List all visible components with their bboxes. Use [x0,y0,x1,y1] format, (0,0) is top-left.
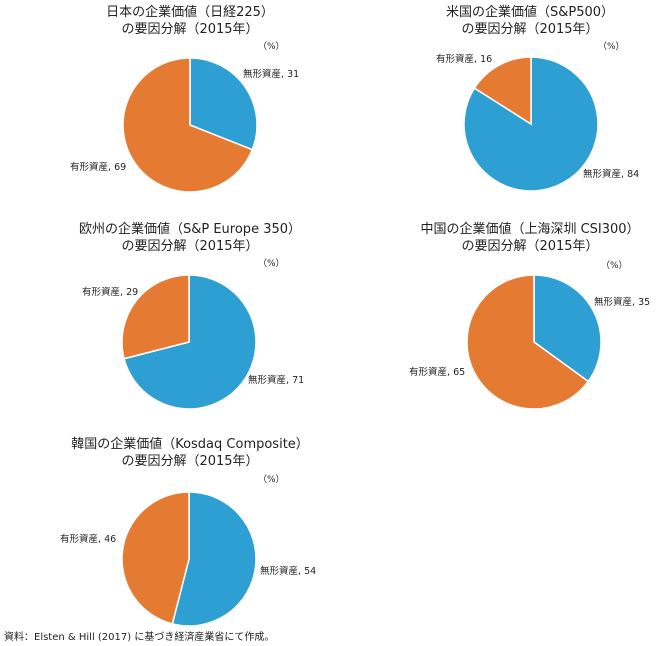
slice-label-intangible: 無形資産, 84 [583,168,639,180]
slice-label-tangible: 有形資産, 65 [409,366,465,378]
pie-svg: 無形資産, 71 有形資産, 29 [82,274,304,410]
pie-slice-intangible [189,57,258,151]
pie-slice-tangible [121,274,190,360]
slice-label-tangible: 有形資産, 29 [82,286,138,298]
pie-slice-tangible [473,56,532,126]
chart-title-line-2: の要因分解（2015年） [461,22,599,37]
pie-svg: 無形資産, 84 有形資産, 16 [436,53,639,192]
chart-title-line-1: 米国の企業価値（S&P500） [445,5,615,20]
slice-label-intangible: 無形資産, 31 [243,68,299,80]
pie-slice-tangible [122,57,254,193]
chart-title-line-2: の要因分解（2015年） [121,454,259,469]
chart-title-line-2: の要因分解（2015年） [461,239,599,254]
chart-title-line-1: 日本の企業価値（日経225） [106,5,274,20]
unit-label: （%） [258,42,285,52]
unit-label: （%） [601,261,628,271]
chart-title: 韓国の企業価値（Kosdaq Composite） の要因分解（2015年） [70,436,310,470]
pie-slice-intangible [533,274,602,383]
pie-slice-intangible [171,491,257,627]
chart-title-line-1: 中国の企業価値（上海深圳 CSI300） [420,222,640,237]
slice-label-intangible: 無形資産, 35 [594,296,650,308]
slice-label-intangible: 無形資産, 54 [260,565,316,577]
chart-title-line-1: 韓国の企業価値（Kosdaq Composite） [71,437,309,452]
unit-label: （%） [598,42,625,52]
chart-title-line-1: 欧州の企業価値（S&P Europe 350） [78,222,302,237]
chart-title-line-2: の要因分解（2015年） [121,239,259,254]
slice-label-intangible: 無形資産, 71 [248,374,304,386]
chart-title: 日本の企業価値（日経225） の要因分解（2015年） [90,4,290,38]
pie-svg: 無形資産, 35 有形資産, 65 [409,274,650,410]
unit-label: （%） [258,259,285,269]
slice-label-tangible: 有形資産, 69 [70,161,126,173]
unit-label: （%） [258,475,285,485]
chart-title-line-2: の要因分解（2015年） [121,22,259,37]
pie-slice-tangible [121,491,190,625]
chart-title: 中国の企業価値（上海深圳 CSI300） の要因分解（2015年） [415,221,645,255]
pie-slice-intangible [123,274,257,410]
slice-label-tangible: 有形資産, 46 [60,533,116,545]
pie-slice-tangible [466,274,590,410]
source-note: 資料：Elsten & Hill (2017) に基づき経済産業省にて作成。 [4,632,275,643]
chart-title: 米国の企業価値（S&P500） の要因分解（2015年） [430,4,630,38]
slice-label-tangible: 有形資産, 16 [436,53,492,65]
chart-title: 欧州の企業価値（S&P Europe 350） の要因分解（2015年） [70,221,310,255]
pie-svg: 無形資産, 31 有形資産, 69 [70,57,299,193]
pie-svg: 無形資産, 54 有形資産, 46 [60,491,316,627]
